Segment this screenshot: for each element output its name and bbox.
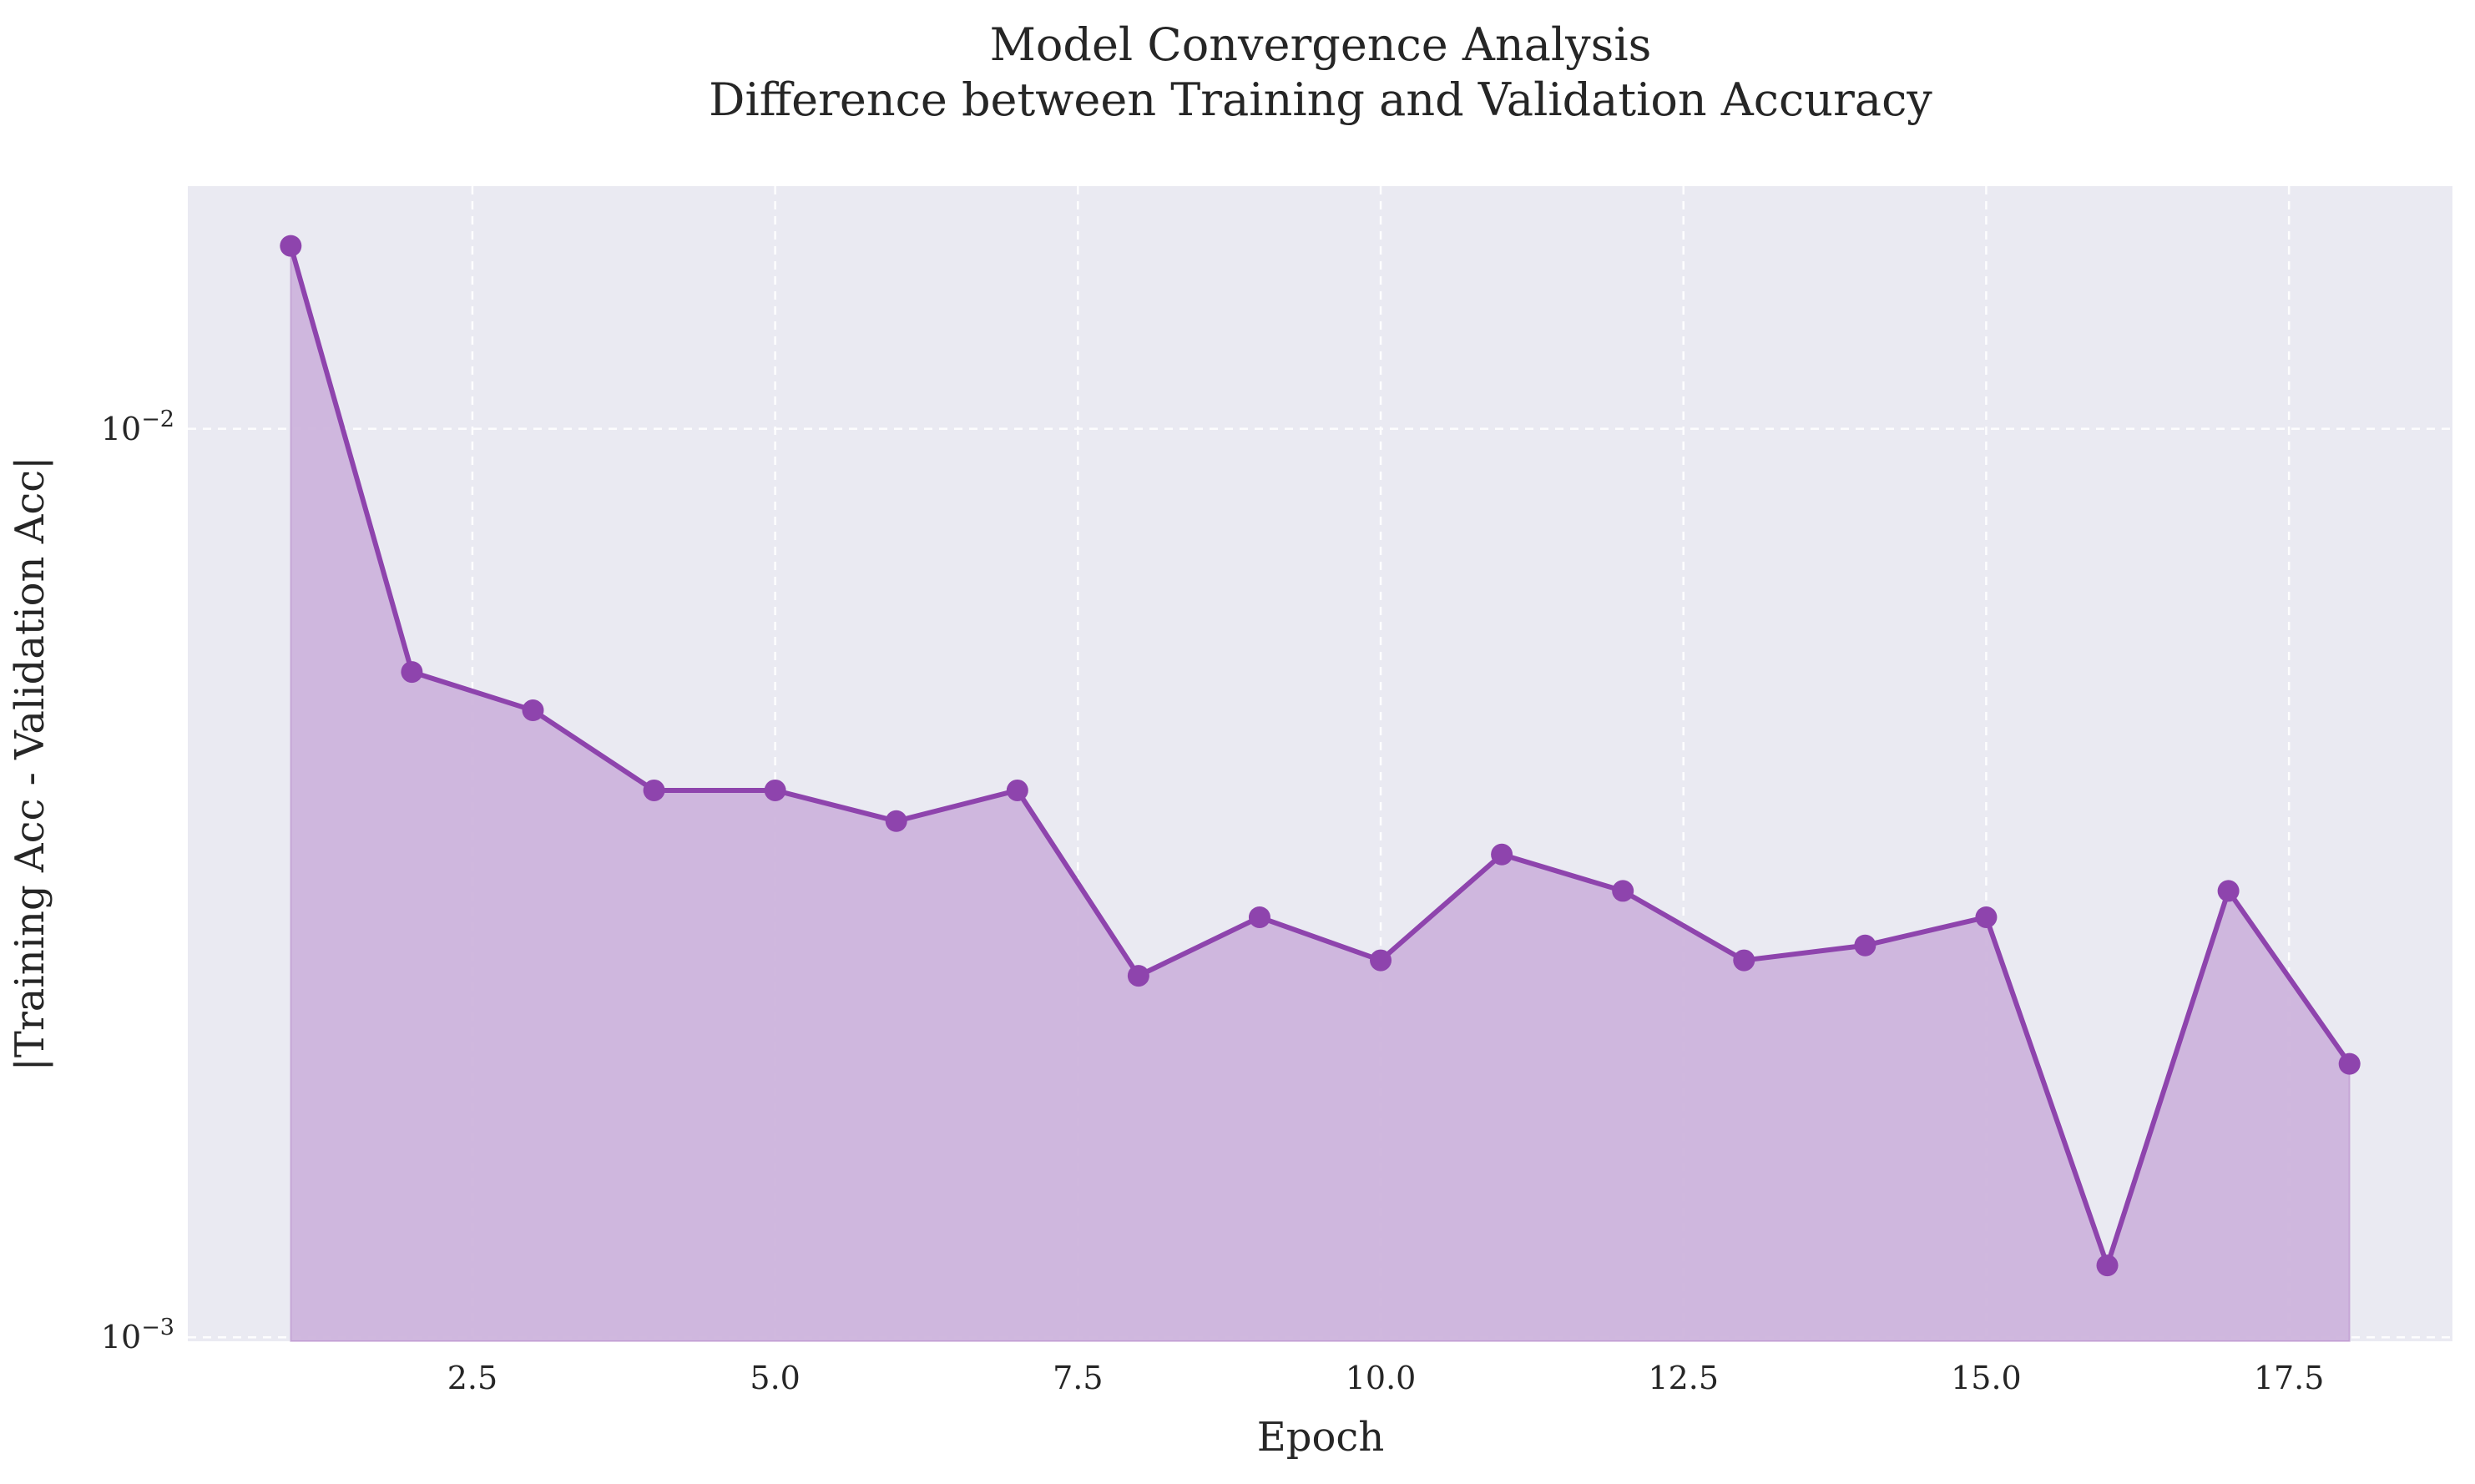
data-point [401,661,423,684]
series-layer [280,235,2361,1342]
data-point [2096,1254,2119,1277]
data-point [1491,843,1513,866]
data-point [1248,906,1270,928]
data-point [1612,880,1634,902]
data-point [280,235,302,257]
data-point [1006,779,1028,801]
chart-subtitle: Difference between Training and Validati… [709,73,1932,126]
x-axis-label: Epoch [1257,1414,1384,1461]
y-tick-label: 10−3 [101,1315,174,1355]
data-point [2338,1052,2361,1075]
x-tick-label: 5.0 [750,1360,800,1396]
data-point [1975,906,1998,928]
x-tick-label: 10.0 [1346,1360,1417,1396]
y-axis-label: |Training Acc - Validation Acc| [7,457,53,1072]
data-point [885,810,907,832]
data-point [764,779,786,801]
x-tick-label: 15.0 [1951,1360,2022,1396]
data-point [1733,949,1755,972]
x-tick-label: 12.5 [1648,1360,1719,1396]
y-tick-label: 10−2 [101,406,174,447]
data-point [1127,965,1149,987]
data-point [1854,934,1876,957]
x-tick-label: 17.5 [2254,1360,2325,1396]
series-line [288,243,2352,1269]
data-point [1370,949,1392,972]
x-tick-label: 2.5 [447,1360,498,1396]
chart-title: Model Convergence Analysis [990,18,1652,71]
data-point [2217,880,2240,902]
tick-labels: 2.5 5.0 7.5 10.0 12.5 15.0 17.5 10−3 10−2 [101,406,2325,1396]
x-tick-label: 7.5 [1053,1360,1103,1396]
data-point [522,699,544,722]
data-point [643,779,665,801]
